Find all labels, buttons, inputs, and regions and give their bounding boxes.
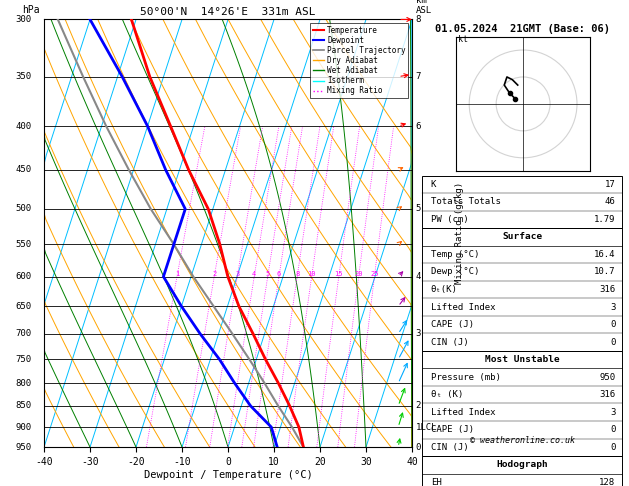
Text: 5: 5 <box>265 271 270 277</box>
Text: 3: 3 <box>416 330 421 338</box>
Text: 4: 4 <box>416 272 421 281</box>
Text: 3: 3 <box>610 408 615 417</box>
Text: 850: 850 <box>15 401 31 410</box>
Text: θₜ(K): θₜ(K) <box>431 285 458 294</box>
Text: 15: 15 <box>335 271 343 277</box>
Text: 750: 750 <box>15 355 31 364</box>
Text: 01.05.2024  21GMT (Base: 06): 01.05.2024 21GMT (Base: 06) <box>435 24 610 34</box>
Text: 25: 25 <box>370 271 379 277</box>
Text: Lifted Index: Lifted Index <box>431 408 495 417</box>
Text: 700: 700 <box>15 330 31 338</box>
Text: 20: 20 <box>354 271 363 277</box>
Text: 0: 0 <box>610 443 615 452</box>
Text: 6: 6 <box>277 271 281 277</box>
Text: Totals Totals: Totals Totals <box>431 197 501 207</box>
Text: 450: 450 <box>15 165 31 174</box>
Text: K: K <box>431 180 436 189</box>
Text: 500: 500 <box>15 205 31 213</box>
Text: Most Unstable: Most Unstable <box>485 355 559 364</box>
X-axis label: Dewpoint / Temperature (°C): Dewpoint / Temperature (°C) <box>143 469 313 480</box>
Text: Mixing Ratio (g/kg): Mixing Ratio (g/kg) <box>455 182 464 284</box>
Text: 1: 1 <box>175 271 179 277</box>
Text: 350: 350 <box>15 72 31 81</box>
Text: CIN (J): CIN (J) <box>431 338 469 347</box>
Text: Lifted Index: Lifted Index <box>431 303 495 312</box>
Text: 600: 600 <box>15 272 31 281</box>
Text: 3: 3 <box>235 271 240 277</box>
Text: 950: 950 <box>15 443 31 451</box>
Text: 16.4: 16.4 <box>594 250 615 259</box>
Text: 550: 550 <box>15 240 31 249</box>
Text: Dewp (°C): Dewp (°C) <box>431 267 479 277</box>
Text: 1.79: 1.79 <box>594 215 615 224</box>
Text: Surface: Surface <box>502 232 542 242</box>
Text: 3: 3 <box>610 303 615 312</box>
Text: 400: 400 <box>15 122 31 131</box>
Text: 900: 900 <box>15 422 31 432</box>
Text: CAPE (J): CAPE (J) <box>431 425 474 434</box>
Text: 0: 0 <box>610 320 615 329</box>
Legend: Temperature, Dewpoint, Parcel Trajectory, Dry Adiabat, Wet Adiabat, Isotherm, Mi: Temperature, Dewpoint, Parcel Trajectory… <box>311 23 408 98</box>
Text: 8: 8 <box>295 271 299 277</box>
Text: 6: 6 <box>416 122 421 131</box>
Text: 17: 17 <box>604 180 615 189</box>
Text: 10: 10 <box>308 271 316 277</box>
Text: 800: 800 <box>15 379 31 388</box>
Text: 0: 0 <box>610 338 615 347</box>
Text: Temp (°C): Temp (°C) <box>431 250 479 259</box>
Text: hPa: hPa <box>22 5 40 15</box>
Text: 0: 0 <box>610 425 615 434</box>
Text: 4: 4 <box>252 271 257 277</box>
Text: Pressure (mb): Pressure (mb) <box>431 373 501 382</box>
Title: 50°00'N  14°26'E  331m ASL: 50°00'N 14°26'E 331m ASL <box>140 7 316 17</box>
Text: 316: 316 <box>599 390 615 399</box>
Text: CAPE (J): CAPE (J) <box>431 320 474 329</box>
Text: 2: 2 <box>212 271 216 277</box>
Text: 0: 0 <box>416 443 421 451</box>
Text: 8: 8 <box>416 15 421 24</box>
Text: 10.7: 10.7 <box>594 267 615 277</box>
Text: 7: 7 <box>416 72 421 81</box>
Text: 2: 2 <box>416 401 421 410</box>
Text: EH: EH <box>431 478 442 486</box>
Text: © weatheronline.co.uk: © weatheronline.co.uk <box>470 436 574 445</box>
Text: 5: 5 <box>416 205 421 213</box>
Text: 950: 950 <box>599 373 615 382</box>
Text: 316: 316 <box>599 285 615 294</box>
Text: km
ASL: km ASL <box>416 0 431 15</box>
Text: Hodograph: Hodograph <box>496 460 548 469</box>
Text: θₜ (K): θₜ (K) <box>431 390 463 399</box>
Text: 300: 300 <box>15 15 31 24</box>
Text: 128: 128 <box>599 478 615 486</box>
Text: 650: 650 <box>15 302 31 311</box>
Text: PW (cm): PW (cm) <box>431 215 469 224</box>
Text: CIN (J): CIN (J) <box>431 443 469 452</box>
Text: 1LCL: 1LCL <box>416 422 437 432</box>
Text: 46: 46 <box>604 197 615 207</box>
